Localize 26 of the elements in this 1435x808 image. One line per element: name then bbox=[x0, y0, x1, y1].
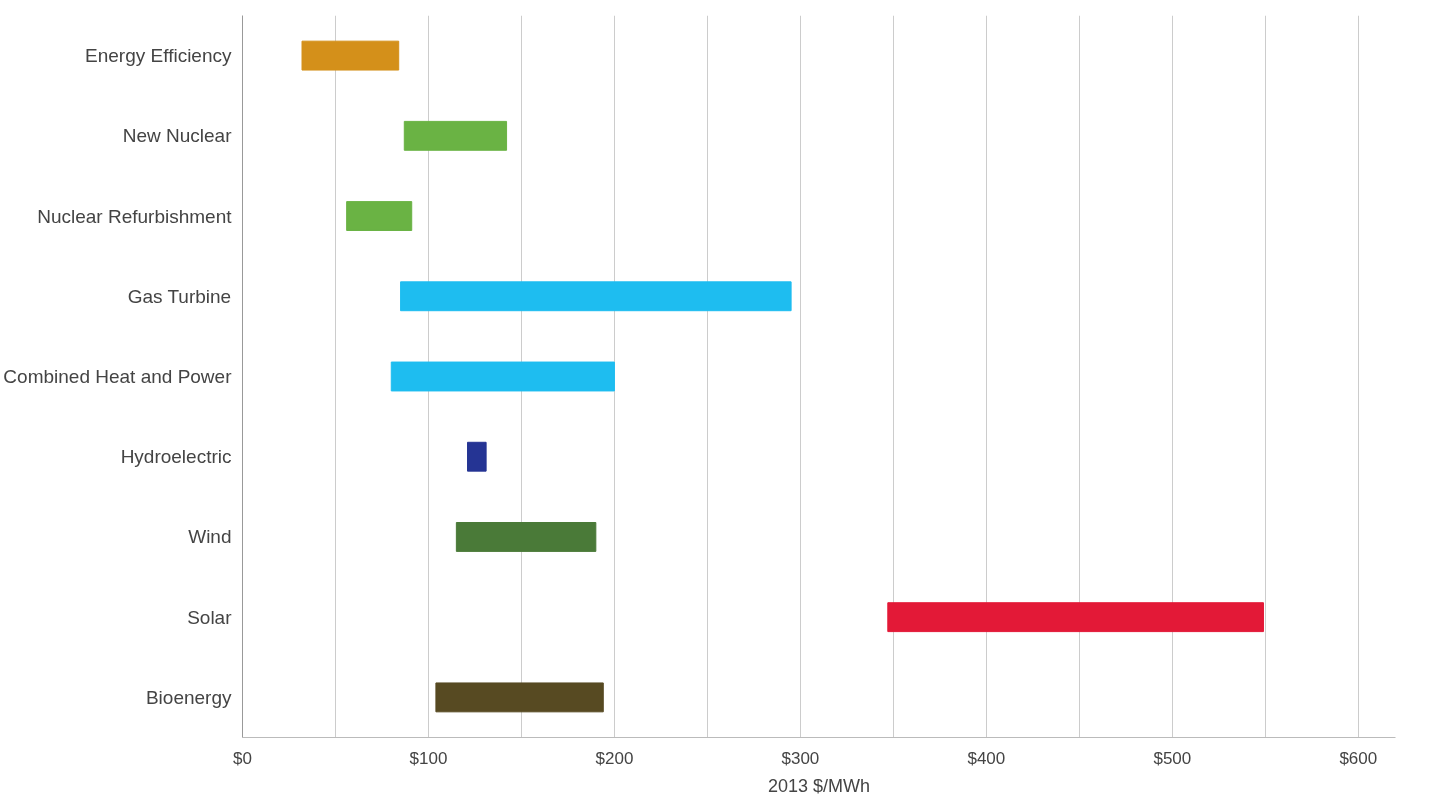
x-axis-title: 2013 $/MWh bbox=[767, 775, 871, 796]
y-tick-label: New Nuclear bbox=[122, 125, 233, 147]
y-tick-label: Nuclear Refurbishment bbox=[37, 205, 233, 227]
x-tick-label: $300 bbox=[781, 748, 820, 768]
x-tick-label: $0 bbox=[233, 748, 252, 768]
x-tick-label: $200 bbox=[595, 748, 634, 768]
bar bbox=[403, 120, 508, 151]
y-tick-label: Solar bbox=[187, 606, 233, 628]
x-tick-label: $100 bbox=[409, 748, 448, 768]
y-tick-label: Energy Efficiency bbox=[85, 45, 232, 67]
y-tick-label: Wind bbox=[188, 526, 232, 548]
x-tick-label: $400 bbox=[967, 748, 1006, 768]
bar bbox=[346, 201, 413, 231]
y-tick-label: Gas Turbine bbox=[127, 285, 232, 307]
bar bbox=[301, 40, 400, 71]
bar bbox=[435, 682, 604, 713]
y-tick-label: Hydroelectric bbox=[120, 446, 232, 468]
bar bbox=[455, 522, 597, 552]
bar bbox=[400, 281, 792, 312]
x-tick-label: $500 bbox=[1153, 748, 1192, 768]
y-tick-label: Combined Heat and Power bbox=[3, 366, 233, 387]
y-tick-label: Bioenergy bbox=[145, 686, 232, 708]
x-tick-label: $600 bbox=[1339, 748, 1378, 768]
bar bbox=[467, 441, 487, 472]
bar bbox=[390, 361, 615, 392]
bar bbox=[887, 602, 1264, 633]
